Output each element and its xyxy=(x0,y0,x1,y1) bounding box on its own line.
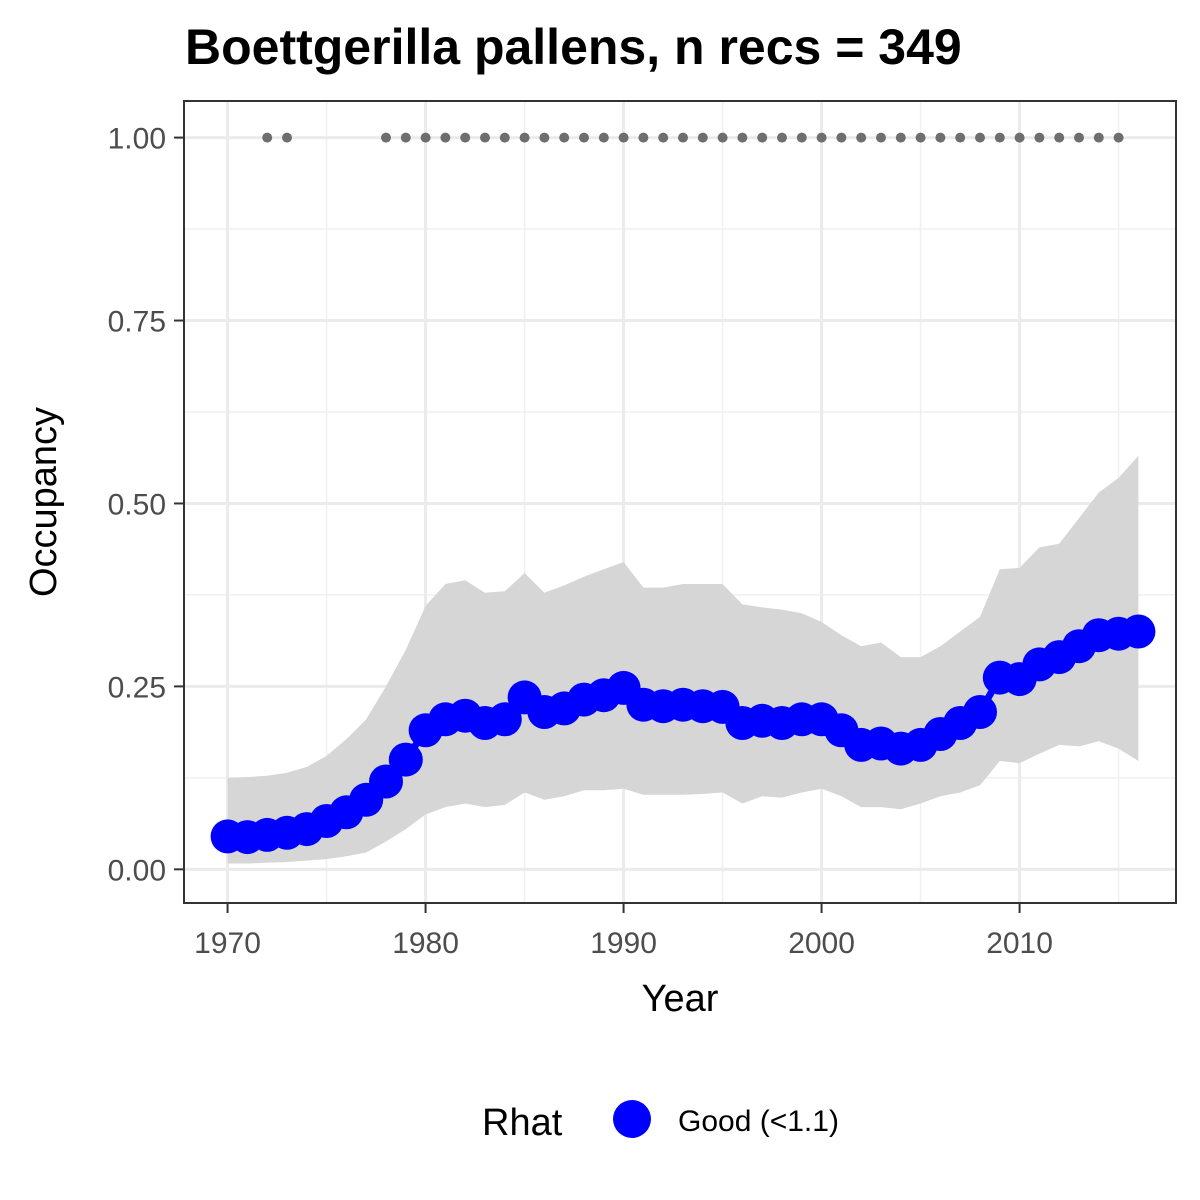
record-point xyxy=(1093,132,1104,143)
occupancy-point xyxy=(388,742,423,777)
record-point xyxy=(895,132,906,143)
occupancy-points-layer xyxy=(210,614,1156,855)
x-tick-label: 1990 xyxy=(590,927,657,960)
record-point xyxy=(697,132,708,143)
chart-title: Boettgerilla pallens, n recs = 349 xyxy=(185,19,962,75)
x-tick-label: 2000 xyxy=(788,927,855,960)
occupancy-point xyxy=(487,702,522,737)
y-tick-label: 0.00 xyxy=(108,854,166,887)
legend-marker-good xyxy=(613,1100,651,1138)
record-point xyxy=(777,132,787,143)
record-point xyxy=(975,132,985,143)
record-point xyxy=(757,132,768,143)
record-point xyxy=(420,132,431,143)
occupancy-point xyxy=(963,695,997,729)
record-point xyxy=(499,132,510,143)
y-tick-label: 0.50 xyxy=(108,488,166,521)
record-point xyxy=(796,132,807,143)
record-point xyxy=(1014,132,1025,143)
occupancy-point xyxy=(1121,614,1156,649)
record-point xyxy=(915,132,926,143)
record-point xyxy=(816,132,827,143)
y-axis-title: Occupancy xyxy=(23,407,65,597)
record-point xyxy=(638,132,649,143)
record-point xyxy=(836,132,847,143)
record-point xyxy=(1034,132,1045,143)
record-point xyxy=(876,132,886,143)
x-tick-label: 1970 xyxy=(194,927,261,960)
record-point xyxy=(539,132,550,143)
record-point xyxy=(856,132,867,143)
x-tick-label: 1980 xyxy=(392,927,459,960)
record-point xyxy=(262,132,273,143)
plot-panel-border xyxy=(183,100,1177,904)
record-point xyxy=(440,132,451,143)
record-point xyxy=(559,132,570,143)
record-point xyxy=(737,132,748,143)
record-point xyxy=(579,132,589,143)
y-tick-label: 1.00 xyxy=(108,123,166,156)
record-point xyxy=(658,132,669,143)
y-tick-label: 0.75 xyxy=(108,306,166,339)
record-point xyxy=(381,132,391,143)
y-tick-label: 0.25 xyxy=(108,671,166,704)
record-point xyxy=(717,132,728,143)
legend-label-good: Good (<1.1) xyxy=(678,1105,839,1138)
legend: Rhat Good (<1.1) xyxy=(482,1100,839,1144)
record-point xyxy=(955,132,966,143)
record-point xyxy=(935,132,946,143)
record-point xyxy=(678,132,688,143)
record-point xyxy=(1113,132,1124,143)
record-point xyxy=(282,132,292,143)
record-point xyxy=(618,132,629,143)
record-point xyxy=(519,132,530,143)
occupancy-point xyxy=(369,764,403,799)
x-axis: 1970 1980 1990 2000 2010 xyxy=(194,903,1053,960)
legend-title: Rhat xyxy=(482,1102,563,1144)
record-point xyxy=(1054,132,1065,143)
x-tick-label: 2010 xyxy=(986,927,1053,960)
record-point xyxy=(460,132,471,143)
x-axis-title: Year xyxy=(642,978,719,1020)
record-year-points-layer xyxy=(262,132,1124,143)
record-point xyxy=(400,132,411,143)
record-point xyxy=(598,132,609,143)
y-axis: 0.00 0.25 0.50 0.75 1.00 xyxy=(108,123,184,887)
record-point xyxy=(480,132,490,143)
record-point xyxy=(994,132,1005,143)
record-point xyxy=(1074,132,1084,143)
